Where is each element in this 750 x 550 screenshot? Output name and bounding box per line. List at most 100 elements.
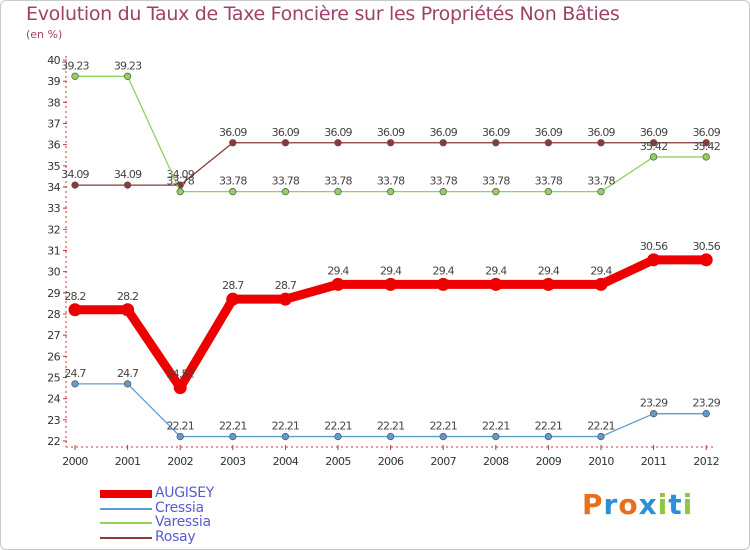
logo-letter: i: [682, 488, 694, 521]
data-point: [544, 432, 553, 441]
series-varessia: 39.23 39.23 33.78 33.78 33.78 33.78 33.78 33.78…: [61, 59, 721, 196]
data-label: 35.42: [692, 140, 720, 153]
logo-letter: x: [638, 488, 658, 521]
y-tick-label: 37: [47, 118, 60, 131]
data-label: 36.09: [535, 126, 563, 139]
chart-axes: 22 23 24 25 26 27 28 29 30 31 32 33 34 35 36 37 38 39 40 20…: [47, 54, 719, 468]
data-point: [281, 432, 290, 441]
data-label: 39.23: [114, 59, 142, 72]
data-point: [544, 188, 553, 196]
data-point: [439, 188, 447, 196]
data-point: [702, 153, 710, 161]
logo-letter: P: [582, 488, 604, 521]
data-point: [281, 188, 290, 196]
data-label: 36.09: [640, 126, 668, 139]
y-tick-label: 39: [47, 75, 60, 88]
x-tick-label: 2002: [167, 455, 193, 468]
data-label: 33.78: [219, 175, 247, 188]
data-label: 24.7: [64, 367, 86, 380]
data-label: 33.78: [429, 175, 457, 188]
y-tick-label: 29: [47, 287, 60, 300]
series-augisey: 28.2 28.2 24.52 28.7 28.7 29.4 29.4 29.4 29.4 29.…: [64, 240, 722, 395]
data-point: [229, 139, 237, 147]
data-point: [68, 303, 82, 317]
x-tick-label: 2001: [115, 455, 141, 468]
legend-label: Varessia: [155, 514, 211, 530]
data-label: 29.4: [380, 264, 402, 277]
data-point: [544, 139, 553, 147]
data-label: 34.09: [61, 168, 89, 181]
data-point: [71, 72, 79, 80]
data-label: 22.21: [272, 420, 300, 433]
data-point: [492, 432, 500, 441]
x-tick-label: 2012: [693, 455, 719, 468]
data-point: [699, 253, 713, 267]
y-tick-label: 31: [47, 245, 60, 258]
data-label: 33.78: [324, 175, 352, 188]
data-point: [123, 380, 132, 388]
series-cressia: 24.7 24.7 22.21 22.21 22.21 22.21 22.21 22.21 22…: [64, 367, 722, 441]
data-label: 39.23: [61, 59, 89, 72]
data-label: 29.4: [590, 264, 612, 277]
data-point: [386, 188, 395, 196]
data-label: 22.21: [587, 420, 615, 433]
x-tick-label: 2000: [62, 455, 88, 468]
data-point: [702, 410, 710, 418]
logo-letter: r: [603, 488, 619, 521]
y-tick-label: 30: [47, 266, 60, 279]
data-point: [597, 139, 605, 147]
data-label: 36.09: [272, 126, 300, 139]
data-point: [384, 277, 398, 291]
data-label: 30.56: [640, 240, 668, 253]
data-label: 33.78: [535, 175, 563, 188]
data-label: 28.2: [64, 290, 85, 303]
y-tick-label: 26: [47, 350, 60, 363]
data-label: 23.29: [640, 397, 668, 410]
data-label: 36.09: [377, 126, 405, 139]
legend-label: AUGISEY: [155, 485, 214, 501]
chart-unit-label: (en %): [26, 28, 63, 41]
data-label: 22.21: [377, 420, 405, 433]
x-tick-label: 2009: [536, 455, 562, 468]
data-point: [71, 380, 79, 388]
data-label: 28.2: [117, 290, 138, 303]
data-label: 33.78: [166, 175, 194, 188]
data-label: 29.4: [433, 264, 455, 277]
data-point: [176, 432, 184, 441]
data-point: [334, 432, 342, 441]
data-point: [281, 139, 290, 147]
data-point: [176, 188, 184, 196]
legend-label: Cressia: [155, 499, 204, 516]
data-point: [331, 277, 345, 291]
data-label: 24.52: [166, 368, 194, 381]
data-label: 33.78: [272, 175, 300, 188]
legend-label: Rosay: [155, 528, 196, 545]
x-tick-label: 2007: [430, 455, 456, 468]
data-point: [386, 432, 395, 441]
data-label: 36.09: [587, 126, 615, 139]
data-point: [647, 253, 661, 267]
data-label: 22.21: [219, 420, 247, 433]
data-label: 22.21: [324, 420, 352, 433]
data-label: 28.7: [222, 279, 244, 292]
data-point: [386, 139, 395, 147]
data-point: [123, 181, 132, 189]
data-point: [594, 277, 608, 291]
data-point: [492, 139, 500, 147]
y-tick-label: 38: [47, 96, 60, 109]
data-label: 33.78: [587, 175, 615, 188]
data-point: [439, 432, 447, 441]
data-point: [71, 181, 79, 189]
x-tick-label: 2005: [325, 455, 351, 468]
data-point: [492, 188, 500, 196]
data-point: [649, 410, 658, 418]
y-tick-label: 24: [47, 393, 60, 406]
y-tick-label: 28: [47, 308, 60, 321]
data-label: 36.09: [324, 126, 352, 139]
data-label: 22.21: [429, 420, 457, 433]
legend-swatch: [100, 507, 152, 510]
y-tick-label: 27: [47, 329, 60, 342]
data-point: [436, 277, 450, 291]
x-tick-label: 2003: [220, 455, 246, 468]
